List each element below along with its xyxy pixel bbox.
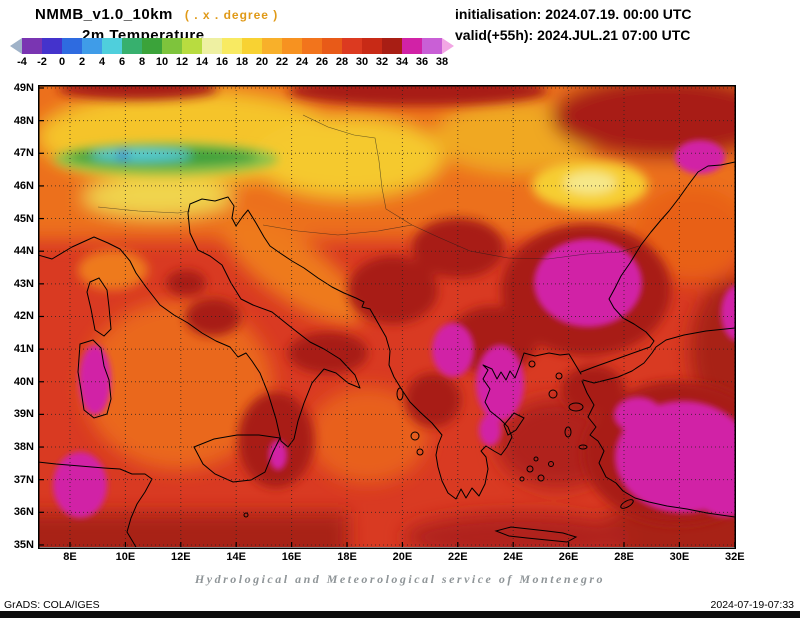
colorbar-segment	[202, 38, 222, 54]
colorbar-segment	[242, 38, 262, 54]
lon-label: 10E	[115, 551, 136, 563]
model-title: NMMB_v1.0_10km ( . x . degree )	[35, 6, 278, 23]
lat-label: 48N	[13, 114, 34, 127]
colorbar-tick-label: 22	[275, 56, 289, 68]
colorbar-segment	[382, 38, 402, 54]
colorbar-labels: -4 -2 0 2 4 6 8 10 12 14 16 18 20 22 24 26 28 30 32 34 36 38	[10, 56, 480, 70]
colorbar-tick-label: 24	[295, 56, 309, 68]
valid-time: valid(+55h): 2024.JUL.21 07:00 UTC	[455, 27, 691, 43]
lat-label: 39N	[13, 408, 34, 421]
colorbar-tick-label: 28	[335, 56, 349, 68]
lat-label: 42N	[13, 310, 34, 323]
grads-stamp: GrADS: COLA/IGES	[4, 599, 100, 611]
lon-label: 30E	[669, 551, 690, 563]
lon-label: 18E	[337, 551, 357, 563]
colorbar-segment	[162, 38, 182, 54]
lat-label: 40N	[13, 375, 34, 388]
colorbar-segment	[262, 38, 282, 54]
colorbar-tick-label: 6	[118, 56, 126, 68]
colorbar-segment	[402, 38, 422, 54]
colorbar-tick-label: 38	[435, 56, 449, 68]
colorbar-arrow-right	[442, 38, 454, 54]
colorbar-tick-label: 14	[195, 56, 209, 68]
colorbar-segment	[322, 38, 342, 54]
colorbar-tick-label: 12	[175, 56, 189, 68]
lat-label: 36N	[13, 506, 34, 519]
lon-label: 14E	[226, 551, 246, 563]
colorbar-tick-label: 18	[235, 56, 249, 68]
colorbar-tick-label: 0	[58, 56, 66, 68]
colorbar-segment	[22, 38, 42, 54]
colorbar-segment	[422, 38, 442, 54]
lat-label: 46N	[13, 179, 34, 192]
lon-label: 16E	[281, 551, 302, 563]
colorbar-segment	[102, 38, 122, 54]
lon-label: 22E	[448, 551, 468, 563]
colorbar-segment	[122, 38, 142, 54]
colorbar-segment	[342, 38, 362, 54]
creation-timestamp: 2024-07-19-07:33	[710, 599, 794, 611]
colorbar-tick-label: 2	[78, 56, 86, 68]
model-name: NMMB_v1.0_10km	[35, 6, 173, 23]
lon-label: 20E	[392, 551, 413, 563]
lon-label: 28E	[614, 551, 634, 563]
lon-label: 8E	[63, 551, 77, 563]
lat-label: 47N	[13, 147, 34, 160]
colorbar-segment	[302, 38, 322, 54]
lat-label: 37N	[13, 473, 34, 486]
colorbar-tick-label: 16	[215, 56, 229, 68]
lon-label: 26E	[558, 551, 579, 563]
lon-label: 24E	[503, 551, 523, 563]
colorbar-tick-label: 8	[138, 56, 146, 68]
map-frame	[38, 85, 736, 549]
colorbar-arrow-left	[10, 38, 22, 54]
colorbar-tick-label: 26	[315, 56, 329, 68]
temperature-map	[38, 85, 736, 549]
lat-label: 49N	[13, 82, 34, 94]
colorbar-segment	[182, 38, 202, 54]
lat-label: 43N	[13, 277, 34, 290]
lat-label: 44N	[13, 245, 34, 258]
colorbar-tick-label: 32	[375, 56, 389, 68]
colorbar	[10, 38, 454, 54]
colorbar-tick-label: -4	[17, 56, 27, 68]
colorbar-tick-label: 20	[255, 56, 269, 68]
coastlines	[39, 114, 735, 547]
colorbar-tick-label: 36	[415, 56, 429, 68]
lon-label: 32E	[725, 551, 745, 563]
colorbar-segment	[82, 38, 102, 54]
credit-line: Hydrological and Meteorological service …	[194, 572, 606, 586]
colorbar-segment	[282, 38, 302, 54]
colorbar-tick-label: 34	[395, 56, 409, 68]
lat-label: 35N	[13, 538, 34, 551]
colorbar-tick-label: -2	[37, 56, 47, 68]
lon-label: 12E	[171, 551, 191, 563]
colorbar-tick-label: 10	[155, 56, 169, 68]
lat-label: 41N	[13, 343, 34, 356]
degree-note: ( . x . degree )	[184, 8, 279, 22]
colorbar-segment	[42, 38, 62, 54]
colorbar-segment	[62, 38, 82, 54]
colorbar-segment	[362, 38, 382, 54]
lat-label: 45N	[13, 212, 34, 225]
colorbar-segment	[222, 38, 242, 54]
lat-label: 38N	[13, 441, 34, 454]
bottom-strip	[0, 611, 800, 618]
initialisation-time: initialisation: 2024.07.19. 00:00 UTC	[455, 6, 692, 22]
colorbar-tick-label: 30	[355, 56, 369, 68]
colorbar-segment	[142, 38, 162, 54]
colorbar-tick-label: 4	[98, 56, 106, 68]
